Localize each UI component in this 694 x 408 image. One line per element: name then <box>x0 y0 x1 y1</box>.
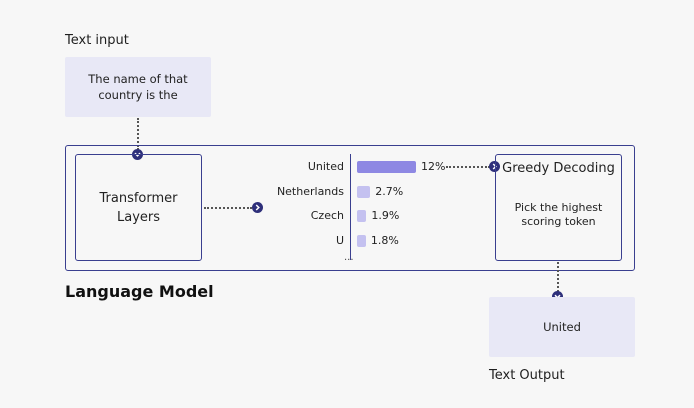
token-label: United <box>307 160 344 173</box>
token-percent: 1.9% <box>371 209 400 222</box>
output-connector <box>557 262 559 292</box>
token-percent: 12% <box>421 160 446 173</box>
greedy-decoding-box: Greedy Decoding Pick the highest scoring… <box>495 154 622 261</box>
text-input-value: The name of that country is the <box>88 72 188 102</box>
text-output-value: United <box>543 320 581 334</box>
decoding-connector <box>446 166 490 168</box>
text-input-box: The name of that country is the <box>65 57 211 117</box>
token-ellipsis: ... <box>344 252 354 263</box>
right-arrow-icon <box>252 202 263 213</box>
token-percent: 1.8% <box>370 233 399 247</box>
text-output-heading: Text Output <box>489 368 565 383</box>
token-bar <box>357 234 366 247</box>
token-bar <box>357 210 367 222</box>
transformer-label: Transformer Layers <box>99 190 178 225</box>
token-bar <box>357 185 371 198</box>
text-input-heading: Text input <box>65 33 129 48</box>
decoding-title: Greedy Decoding <box>502 161 615 176</box>
transformer-box: Transformer Layers <box>75 154 202 261</box>
token-label: Netherlands <box>276 184 344 198</box>
tokens-axis <box>350 154 351 260</box>
decoding-description: Pick the highest scoring token <box>514 201 603 228</box>
token-label: U <box>335 233 344 247</box>
language-model-box <box>65 145 635 271</box>
token-label: Czech <box>310 209 344 222</box>
text-output-box: United <box>489 297 635 357</box>
input-connector <box>137 118 139 150</box>
token-bar <box>357 161 416 173</box>
transformer-connector <box>204 207 252 209</box>
language-model-title: Language Model <box>65 282 214 301</box>
token-percent: 2.7% <box>375 184 404 198</box>
